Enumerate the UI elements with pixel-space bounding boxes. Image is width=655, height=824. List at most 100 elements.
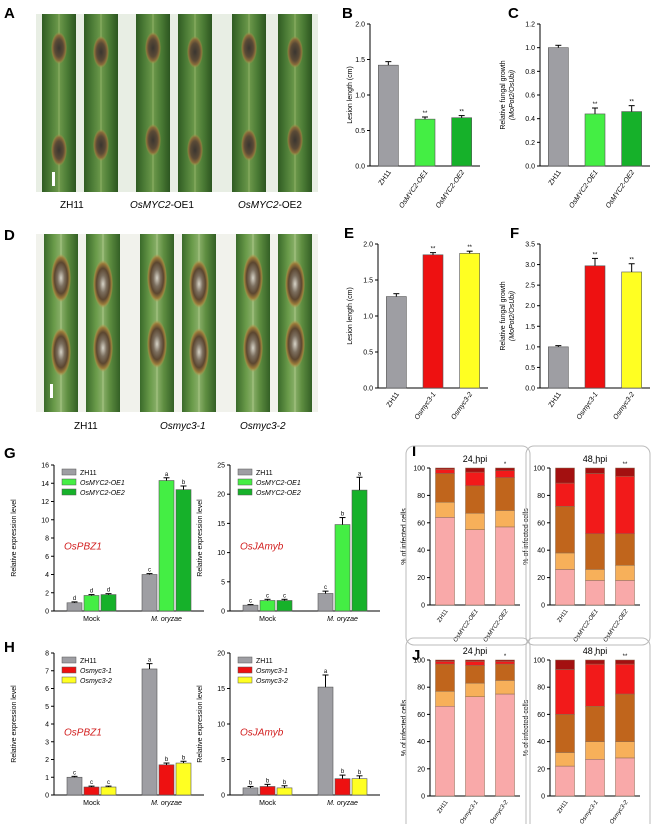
bar xyxy=(317,593,334,612)
y-axis-label: Lesion length (cm) xyxy=(347,66,354,124)
stack-segment xyxy=(495,693,515,797)
bar xyxy=(459,253,480,389)
chart-f: F 0.0 0.5 1.0 1.5 2.0 2.5 3.0 3.5 Relative fungal… xyxy=(500,225,650,421)
bar xyxy=(584,265,606,389)
bar xyxy=(259,786,276,796)
legend-swatch xyxy=(61,676,77,684)
legend-label: ZH11 xyxy=(256,470,273,477)
x-tick-label: OsMYC2-OE2 xyxy=(435,169,466,210)
chart-g2: 0 5 10 15 20 25 Relative expression level c c c Mo… xyxy=(197,463,380,623)
lesion xyxy=(285,260,305,308)
y-tick-label: 1.5 xyxy=(363,278,373,285)
bar xyxy=(83,786,100,796)
y-tick-label: 0.4 xyxy=(525,116,535,123)
y-tick-label: 0.0 xyxy=(525,386,535,393)
significance-mark: ** xyxy=(423,111,428,117)
y-tick-label: 0 xyxy=(421,603,425,610)
y-tick-label: 40 xyxy=(537,739,545,746)
y-tick-label: 8 xyxy=(45,651,49,658)
lesion xyxy=(51,254,71,302)
y-axis-label: Relative expression level xyxy=(11,499,18,577)
y-tick-label: 12 xyxy=(41,499,49,506)
bar xyxy=(621,271,642,389)
y-axis-label: Relative fungal growth xyxy=(500,281,507,350)
lesion xyxy=(189,260,209,308)
x-tick-label: Osmyc3-2 xyxy=(609,799,630,824)
y-tick-label: 0 xyxy=(221,609,225,616)
y-tick-label: 25 xyxy=(217,463,225,470)
significance-mark: * xyxy=(504,654,507,660)
bar xyxy=(378,64,399,167)
y-tick-label: 0.0 xyxy=(525,164,535,171)
bar xyxy=(141,668,158,796)
stack-segment xyxy=(555,659,575,670)
y-tick-label: 0.5 xyxy=(363,350,373,357)
legend-label: OsMYC2-OE2 xyxy=(80,490,125,497)
significance-letter: c xyxy=(148,568,151,574)
y-tick-label: 1.2 xyxy=(525,22,535,29)
y-tick-label: 1.0 xyxy=(363,314,373,321)
bar xyxy=(451,117,472,167)
x-tick-label: OsMYC2-OE2 xyxy=(605,169,636,210)
stack-segment xyxy=(495,526,515,606)
y-tick-label: 1.0 xyxy=(525,344,535,351)
stack-segment xyxy=(435,469,455,474)
legend-swatch xyxy=(61,478,77,486)
lesion xyxy=(51,328,71,376)
scale-bar xyxy=(50,384,53,398)
y-tick-label: 1 xyxy=(45,775,49,782)
legend-swatch xyxy=(237,468,253,476)
chart-h2: 0 5 10 15 20 Relative expression level b b b Mock… xyxy=(197,651,380,807)
panel-letter-d: D xyxy=(4,227,15,244)
stack-segment xyxy=(465,471,485,487)
significance-mark: ** xyxy=(459,110,464,116)
lesion xyxy=(93,129,109,161)
chart-title: 24 hpi xyxy=(463,646,488,656)
y-tick-label: 0.5 xyxy=(525,365,535,372)
y-tick-label: 15 xyxy=(217,521,225,528)
y-axis-label: Relative expression level xyxy=(197,685,204,763)
y-tick-label: 60 xyxy=(537,712,545,719)
stack-segment xyxy=(585,467,605,474)
y-tick-label: 3.0 xyxy=(525,262,535,269)
y-tick-label: 2.0 xyxy=(355,22,365,29)
stack-segment xyxy=(465,696,485,797)
y-tick-label: 60 xyxy=(417,520,425,527)
y-tick-label: 2.0 xyxy=(525,303,535,310)
x-tick-label: OsMYC2-OE1 xyxy=(568,169,599,210)
legend-label: ZH11 xyxy=(256,658,273,665)
bar xyxy=(584,113,606,167)
y-tick-label: 4 xyxy=(45,572,49,579)
y-axis-label: Lesion length (cm) xyxy=(347,287,354,345)
chart-title: 48 hpi xyxy=(583,454,608,464)
chart-title: 48 hpi xyxy=(583,646,608,656)
significance-letter: b xyxy=(341,512,345,518)
legend-swatch xyxy=(61,468,77,476)
y-tick-label: 0.5 xyxy=(355,128,365,135)
stack-segment xyxy=(555,482,575,507)
significance-mark: * xyxy=(504,462,507,468)
lesion xyxy=(145,124,161,156)
significance-mark: ** xyxy=(593,102,598,108)
lesion xyxy=(51,134,67,166)
panel-frame xyxy=(525,445,651,646)
y-tick-label: 100 xyxy=(413,658,425,665)
significance-letter: b xyxy=(165,757,169,763)
significance-mark: ** xyxy=(593,462,598,468)
y-tick-label: 3.5 xyxy=(525,242,535,249)
x-tick-label: M. oryzae xyxy=(151,800,182,807)
panel-letter-a: A xyxy=(4,5,15,22)
x-tick-label: ZH11 xyxy=(437,608,450,624)
stack-segment xyxy=(615,467,635,477)
y-tick-label: 0.2 xyxy=(525,140,535,147)
stack-segment xyxy=(615,475,635,535)
lesion xyxy=(189,328,209,376)
y-axis-label: % of infected cells xyxy=(401,699,408,756)
y-tick-label: 2 xyxy=(45,757,49,764)
stack-segment xyxy=(495,680,515,695)
y-tick-label: 10 xyxy=(217,722,225,729)
legend-swatch xyxy=(237,488,253,496)
significance-mark: ** xyxy=(623,462,628,468)
stack-segment xyxy=(555,752,575,767)
y-tick-label: 14 xyxy=(41,481,49,488)
